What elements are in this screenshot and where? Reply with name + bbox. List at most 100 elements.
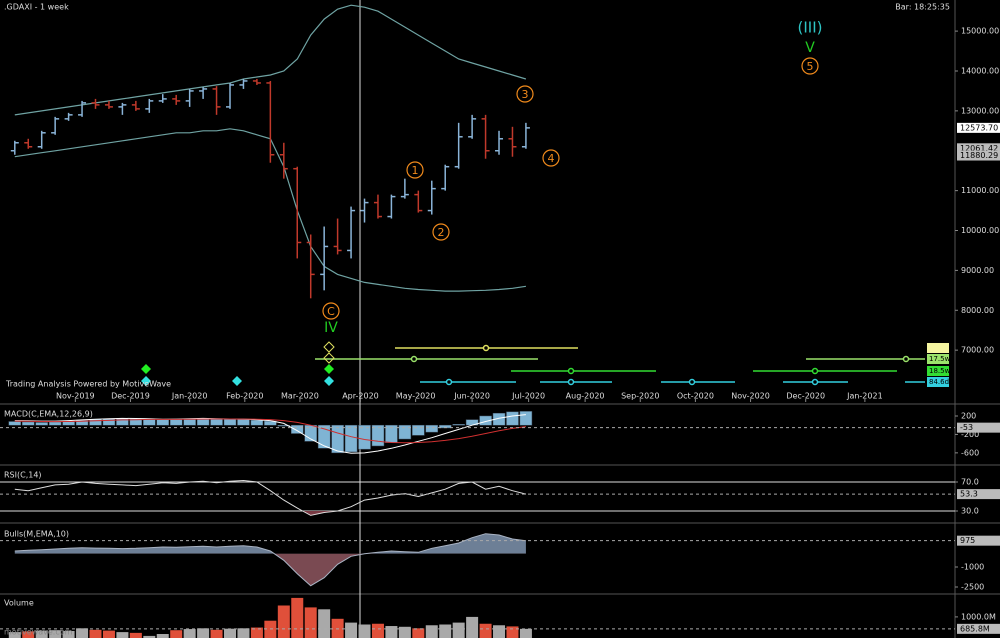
cycle-tag <box>927 366 949 376</box>
wave-circle <box>542 149 560 167</box>
histogram-bar <box>291 424 304 434</box>
wave-label: 4 <box>548 152 555 165</box>
tag-label: 685.8M <box>960 624 990 633</box>
panel-title: Volume <box>4 599 34 608</box>
diamond <box>324 376 334 386</box>
diamonds <box>141 341 335 386</box>
histogram-bar <box>143 418 156 426</box>
y-tick-label: 7000.00 <box>961 346 994 355</box>
rsi-line <box>14 479 527 516</box>
volume-bar <box>89 629 102 638</box>
diamond <box>141 376 151 386</box>
x-tick-label: Feb-2020 <box>226 392 263 401</box>
volume-bar <box>519 628 532 638</box>
volume-bar <box>358 624 371 638</box>
x-tick-label: Sep-2020 <box>621 392 659 401</box>
volume-bar <box>371 623 384 638</box>
x-tick-label: Jun-2020 <box>453 392 490 401</box>
clock: Bar: 18:25:35 <box>895 3 950 12</box>
tag-label: 12573.70 <box>960 123 998 132</box>
histogram-bar <box>89 418 102 426</box>
panel-title: RSI(C,14) <box>4 471 42 480</box>
diamond <box>232 376 242 386</box>
volume-bar <box>425 625 438 638</box>
bulls-line <box>14 533 526 587</box>
wave-label: 2 <box>438 226 445 239</box>
tag-box <box>957 535 1000 546</box>
wave-circle <box>516 85 534 103</box>
wave-circle <box>406 161 424 179</box>
volume-bar <box>466 616 479 638</box>
histogram-bar <box>277 424 291 427</box>
cycle-point <box>482 344 490 352</box>
volume-bar <box>8 632 21 638</box>
cycle-point <box>445 378 453 386</box>
wave-label: C <box>327 305 335 318</box>
volume-bar <box>479 623 492 638</box>
histogram-bar <box>331 424 344 454</box>
cycle-label: 18.5w <box>929 367 951 375</box>
histogram-bar <box>317 424 331 449</box>
x-tick-label: Apr-2020 <box>342 392 379 401</box>
histogram-bar <box>102 418 116 426</box>
wave-circle <box>432 223 450 241</box>
cycle-point <box>688 378 696 386</box>
volume-bar <box>264 620 277 638</box>
y-tick-label: 14000.00 <box>961 66 999 75</box>
histogram-bar <box>425 424 439 433</box>
volume-bar <box>35 630 48 638</box>
volume-bar <box>452 622 465 638</box>
y-tick-label: -1000 <box>961 563 984 572</box>
chart-title: .GDAXI - 1 week <box>4 3 69 12</box>
volume-bar <box>506 626 519 638</box>
macd-line <box>14 414 526 454</box>
x-tick-label: Dec-2020 <box>786 392 825 401</box>
volume-bar <box>318 609 331 638</box>
tag-box <box>957 489 1000 500</box>
cycle-point <box>902 355 910 363</box>
x-tick-label: Mar-2020 <box>281 392 319 401</box>
x-tick-label: Oct-2020 <box>677 392 714 401</box>
histogram-bar <box>358 424 371 450</box>
cycle-tag <box>927 377 949 387</box>
wave-circle <box>322 302 340 320</box>
volume-bar <box>22 631 35 638</box>
tag-label: 12061.42 <box>960 144 998 153</box>
wave-label: IV <box>324 320 338 336</box>
volume-bar <box>183 629 196 638</box>
tag-box <box>957 422 1000 433</box>
y-tick-label: 9000.00 <box>961 266 994 275</box>
histogram-bar <box>35 422 48 426</box>
x-tick-label: Nov-2020 <box>731 392 770 401</box>
volume-bar <box>304 607 317 638</box>
histogram-bar <box>371 424 385 447</box>
watermark: motivewave.com <box>4 628 73 637</box>
histogram-bar <box>452 424 465 426</box>
y-tick-label: 15000.00 <box>961 27 999 36</box>
histogram-bar <box>479 415 492 426</box>
cycle-point <box>567 367 575 375</box>
y-tick-label: 1000.0M <box>961 612 996 621</box>
volume-bar <box>385 626 398 638</box>
y-tick-label: 200 <box>961 411 976 420</box>
tag-box <box>957 623 1000 634</box>
histogram-bar <box>519 411 533 426</box>
tag-label: -53 <box>960 423 973 432</box>
x-tick-label: Nov-2019 <box>56 392 95 401</box>
volume-bar <box>102 630 115 638</box>
y-tick-label: 10000.00 <box>961 226 999 235</box>
panel-title: MACD(C,EMA,12,26,9) <box>4 410 93 419</box>
volume-bar <box>493 625 506 638</box>
cycle-tag <box>927 354 949 364</box>
y-tick-label: -600 <box>961 448 979 457</box>
tag-label: 53.3 <box>960 490 978 499</box>
tag-label: 11880.29 <box>960 151 998 160</box>
diamond <box>324 364 334 374</box>
histogram-bar <box>223 418 237 426</box>
cycle-tag <box>927 343 949 353</box>
macd-line <box>14 418 526 444</box>
volume-bar <box>412 628 425 638</box>
cycle-label: 84.6d <box>929 378 949 386</box>
y-tick-label: 8000.00 <box>961 306 994 315</box>
